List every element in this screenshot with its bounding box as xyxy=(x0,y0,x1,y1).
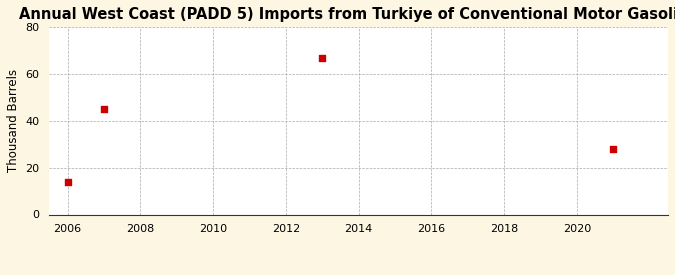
Y-axis label: Thousand Barrels: Thousand Barrels xyxy=(7,69,20,172)
Point xyxy=(62,180,73,184)
Title: Annual West Coast (PADD 5) Imports from Turkiye of Conventional Motor Gasoline: Annual West Coast (PADD 5) Imports from … xyxy=(19,7,675,22)
Point xyxy=(608,147,619,151)
Point xyxy=(99,107,109,111)
Point xyxy=(317,56,327,60)
